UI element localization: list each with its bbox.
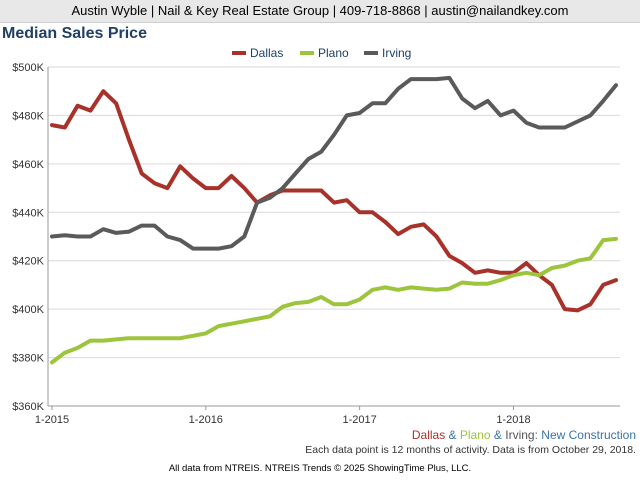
y-tick-label: $480K	[12, 110, 44, 122]
construction-plano-label: Plano	[459, 428, 491, 442]
series-line-irving	[50, 75, 618, 251]
x-tick-label: 1-2017	[343, 414, 377, 425]
y-tick-label: $460K	[12, 159, 44, 171]
data-source: All data from NTREIS. NTREIS Trends © 20…	[168, 463, 472, 474]
chart-grid	[48, 66, 620, 407]
y-tick-label: $380K	[12, 353, 44, 365]
construction-amp-1: &	[445, 428, 460, 442]
construction-suffix: New Construction	[541, 428, 636, 442]
legend-label-dallas: Dallas	[250, 46, 283, 60]
x-tick-label: 1-2018	[496, 414, 530, 425]
y-tick-label: $400K	[12, 304, 44, 316]
x-tick-label: 1-2016	[189, 414, 223, 425]
series-line-dallas	[50, 89, 618, 313]
legend-label-irving: Irving	[382, 46, 411, 60]
chart-legend: Dallas Plano Irving	[232, 46, 411, 60]
x-tick-label: 1-2015	[35, 414, 69, 425]
construction-irving-label: Irving	[505, 428, 535, 442]
chart-axes: $360K $380K $400K $420K $440K $460K $480K $500K…	[12, 62, 620, 425]
construction-colon: :	[534, 428, 542, 442]
chart-series	[50, 75, 618, 365]
y-tick-label: $500K	[12, 62, 44, 74]
construction-amp-2: &	[490, 428, 506, 442]
y-tick-label: $420K	[12, 256, 44, 268]
median-sales-price-chart: Dallas Plano Irving $360K $380K $400K $420K $4…	[12, 46, 620, 425]
data-note: Each data point is 12 months of activity…	[305, 444, 636, 456]
construction-dallas-label: Dallas	[411, 428, 446, 442]
y-tick-label: $440K	[12, 207, 44, 219]
series-line-plano	[50, 236, 618, 365]
chart-title: Median Sales Price	[2, 25, 147, 42]
construction-legend-line: Dallas & Plano & Irving: New Constructio…	[412, 428, 636, 442]
agent-header-bar: Austin Wyble | Nail & Key Real Estate Gr…	[0, 0, 640, 23]
y-tick-label: $360K	[12, 401, 44, 413]
legend-label-plano: Plano	[318, 46, 349, 60]
